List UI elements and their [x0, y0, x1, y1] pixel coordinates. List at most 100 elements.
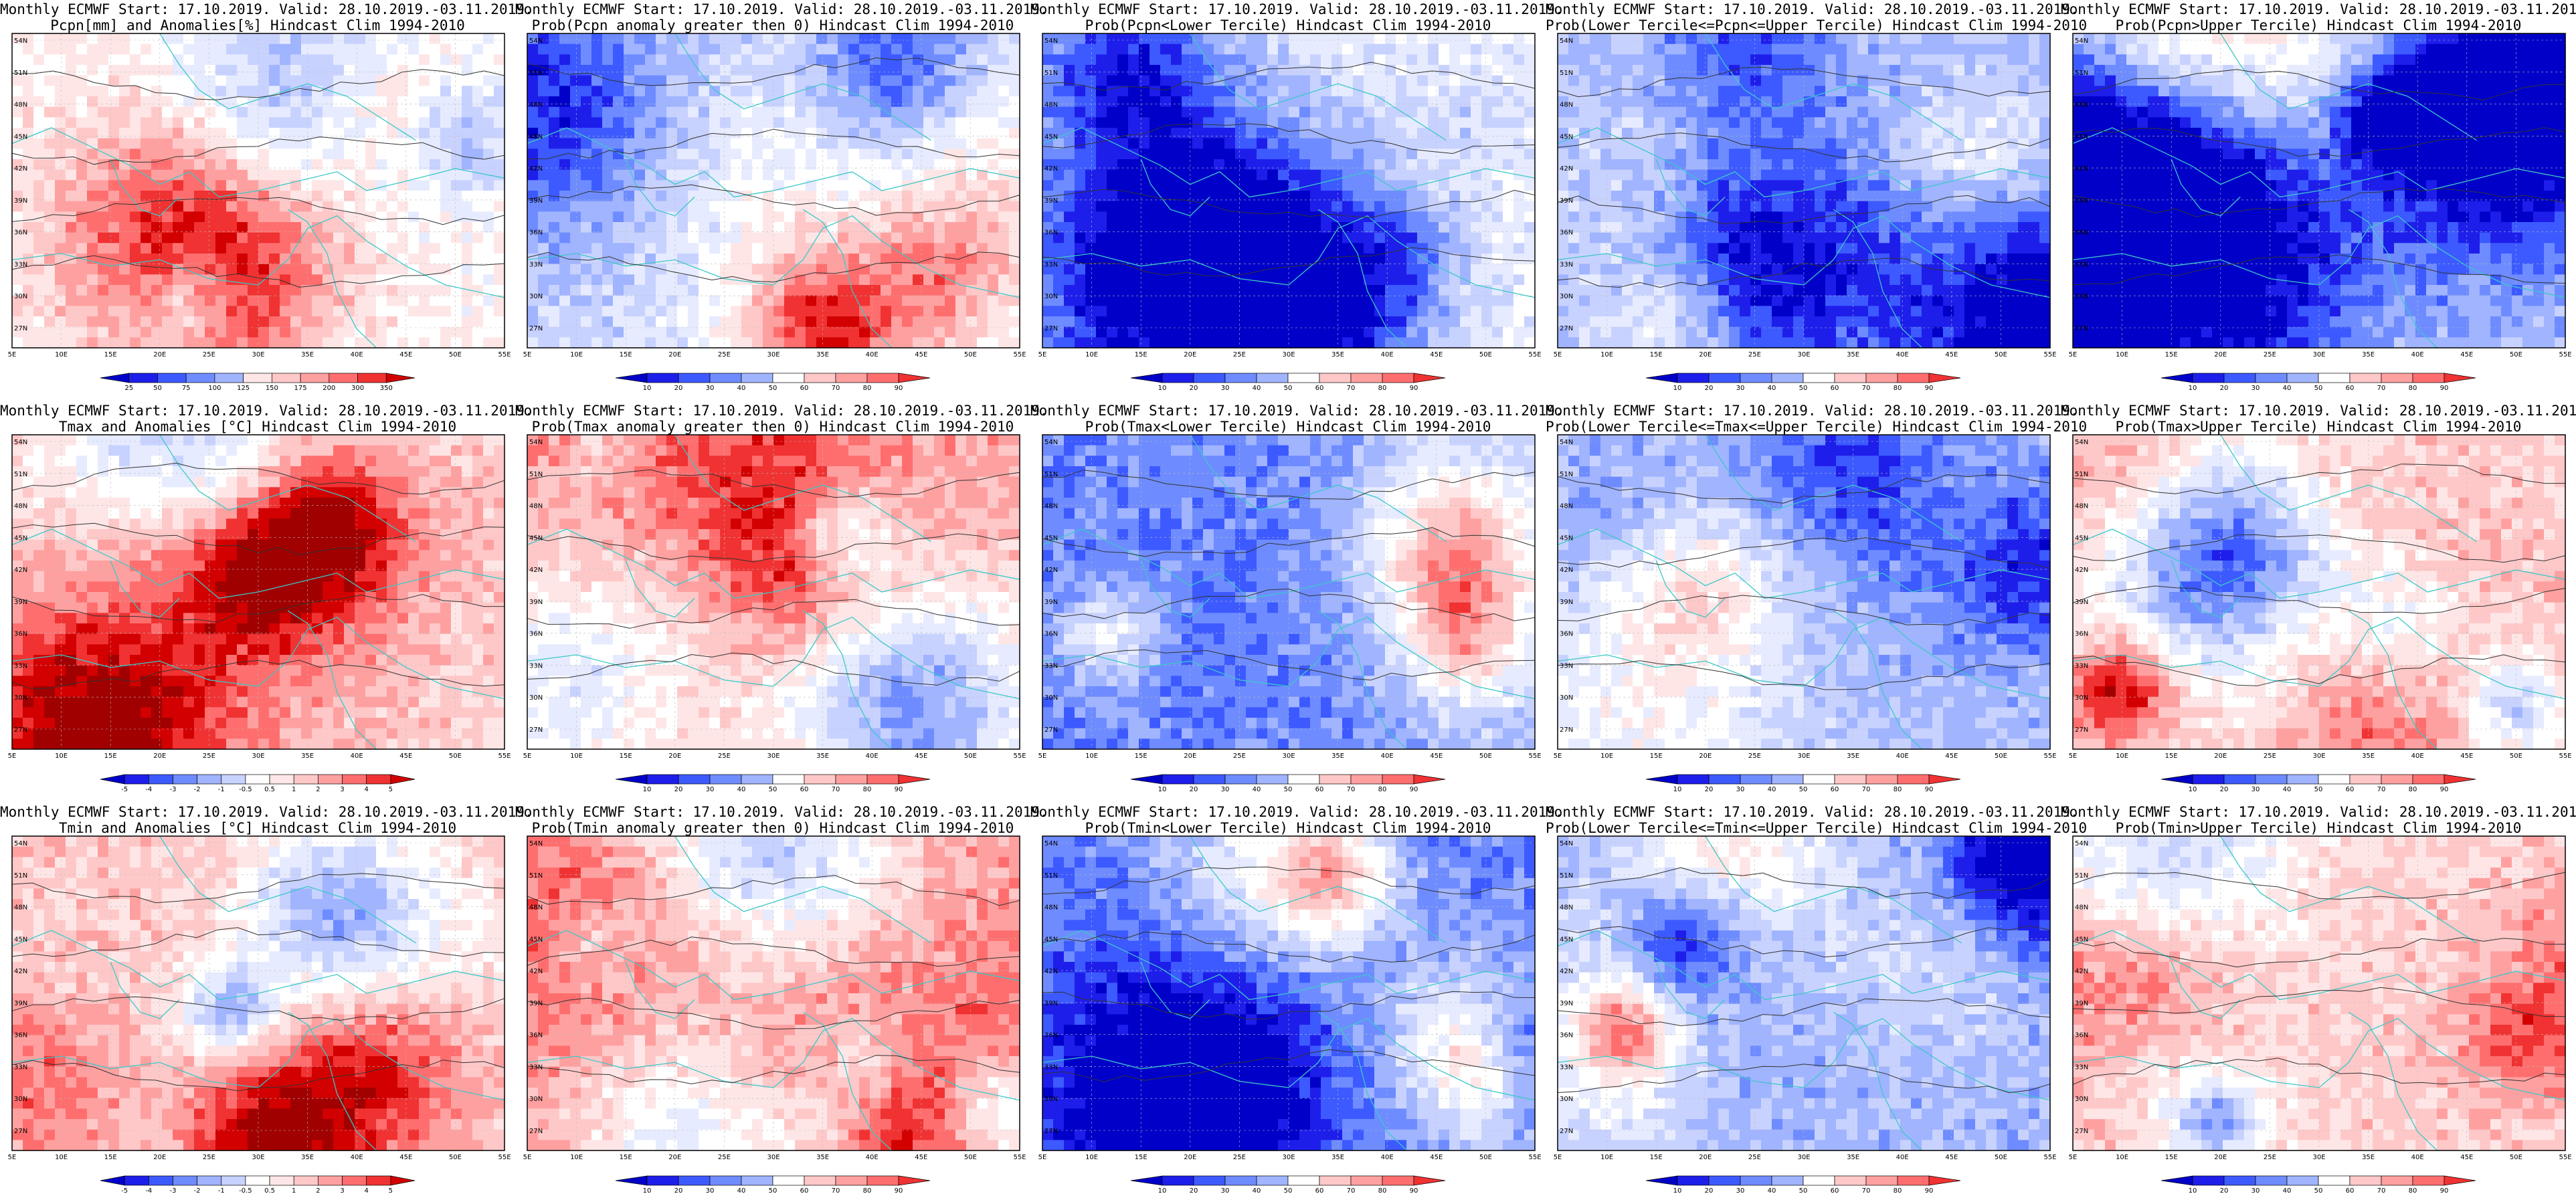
field-cell [891, 232, 903, 243]
field-cell [55, 316, 66, 328]
field-cell [1761, 148, 1772, 160]
field-cell [891, 243, 903, 254]
field-cell [538, 180, 549, 191]
field-cell [881, 148, 892, 160]
field-cell [1568, 65, 1580, 76]
field-cell [752, 159, 763, 171]
field-cell [752, 148, 763, 160]
field-cell [1492, 96, 1503, 108]
field-cell [1278, 43, 1289, 55]
field-cell [795, 211, 806, 223]
field-cell [1986, 65, 1997, 76]
field-cell [945, 295, 956, 306]
field-cell [1353, 54, 1364, 66]
field-cell [397, 254, 409, 265]
field-cell [248, 243, 259, 254]
field-cell [773, 138, 785, 149]
field-cell [141, 211, 152, 223]
field-cell [66, 138, 77, 149]
field-cell [645, 285, 656, 296]
field-cell [559, 306, 571, 317]
field-cell [1331, 159, 1343, 171]
field-cell [1439, 326, 1450, 338]
field-cell [1342, 96, 1354, 108]
field-cell [913, 264, 924, 275]
field-cell [1342, 211, 1354, 223]
field-cell [1374, 243, 1386, 254]
field-cell [451, 264, 462, 275]
field-cell [1278, 232, 1289, 243]
lat-tick-label: 27N [14, 325, 27, 332]
field-cell [741, 243, 753, 254]
field-cell [1633, 106, 1644, 118]
field-cell [1053, 306, 1065, 317]
field-cell [440, 274, 452, 286]
field-cell [1815, 86, 1826, 97]
field-cell [1171, 211, 1182, 223]
field-cell [902, 138, 913, 149]
field-cell [1600, 169, 1612, 181]
field-cell [1053, 180, 1065, 191]
field-cell [76, 96, 88, 108]
field-cell [397, 75, 409, 86]
field-cell [76, 33, 88, 45]
field-cell [440, 43, 452, 55]
field-cell [741, 75, 753, 86]
field-cell [559, 211, 571, 223]
field-cell [1513, 274, 1525, 286]
field-cell [1654, 43, 1665, 55]
field-cell [472, 222, 484, 233]
field-cell [1686, 148, 1697, 160]
field-cell [1772, 54, 1783, 66]
field-cell [688, 222, 699, 233]
field-cell [1428, 222, 1439, 233]
field-cell [1342, 306, 1354, 317]
field-cell [1289, 117, 1300, 128]
field-cell [2039, 117, 2051, 128]
field-cell [451, 75, 462, 86]
field-cell [430, 33, 441, 45]
field-cell [720, 201, 731, 212]
field-cell [1708, 75, 1719, 86]
field-cell [795, 75, 806, 86]
field-cell [494, 43, 505, 55]
field-cell [365, 86, 377, 97]
field-cell [699, 75, 710, 86]
field-cell [1192, 191, 1204, 202]
field-cell [408, 254, 420, 265]
field-cell [1428, 33, 1439, 45]
field-cell [581, 201, 592, 212]
field-cell [2018, 159, 2029, 171]
field-cell [645, 169, 656, 181]
field-cell [408, 33, 420, 45]
field-cell [33, 222, 45, 233]
field-cell [355, 86, 366, 97]
field-cell [731, 75, 742, 86]
field-cell [977, 86, 988, 97]
field-cell [1750, 117, 1762, 128]
field-cell [87, 306, 98, 317]
field-cell [462, 96, 473, 108]
colorbar-tick-label: 125 [237, 385, 250, 392]
field-cell [387, 243, 398, 254]
field-cell [1374, 86, 1386, 97]
field-cell [806, 65, 817, 76]
field-cell [44, 316, 56, 328]
field-cell [1793, 96, 1805, 108]
field-cell [538, 148, 549, 160]
coastline [1140, 159, 1210, 217]
field-cell [1096, 211, 1107, 223]
field-cell [66, 274, 77, 286]
field-cell [699, 138, 710, 149]
field-cell [301, 106, 312, 118]
field-cell [998, 106, 1010, 118]
field-cell [2018, 75, 2029, 86]
field-cell [1997, 43, 2008, 55]
field-cell [870, 128, 881, 139]
field-cell [130, 191, 141, 202]
coastline [287, 209, 377, 348]
field-cell [226, 211, 238, 223]
field-cell [784, 86, 796, 97]
field-cell [1299, 65, 1311, 76]
field-cell [1718, 96, 1730, 108]
